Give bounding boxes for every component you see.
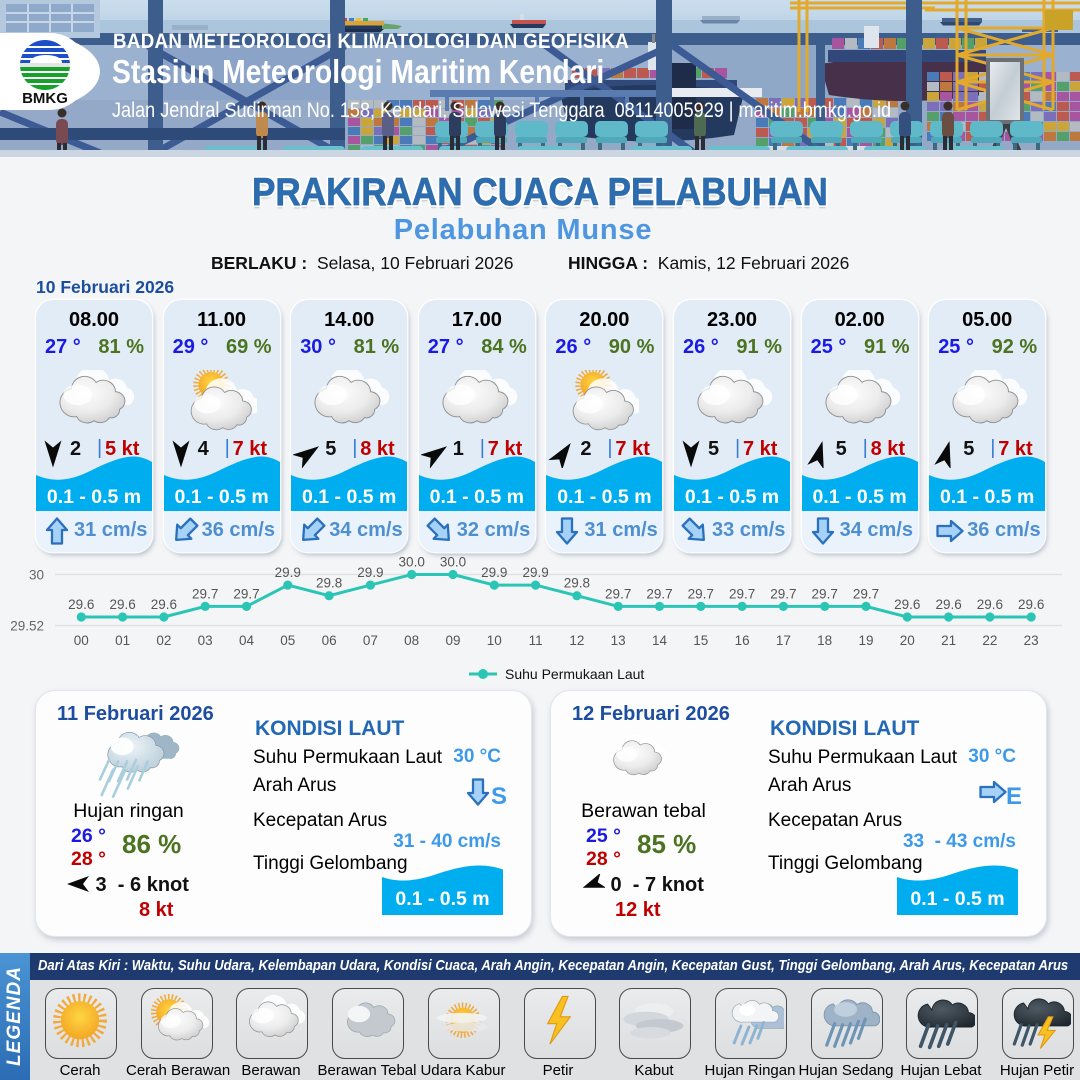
svg-text:29.7: 29.7 [729, 586, 755, 601]
svg-text:29.7: 29.7 [646, 586, 672, 601]
svg-text:29.6: 29.6 [1018, 597, 1044, 612]
svg-text:29.6: 29.6 [109, 597, 135, 612]
svg-text:BMKG: BMKG [22, 90, 68, 107]
svg-text:07: 07 [363, 633, 378, 648]
svg-text:12: 12 [569, 633, 584, 648]
svg-text:29.8: 29.8 [564, 576, 590, 591]
svg-text:04: 04 [239, 633, 255, 648]
svg-text:08: 08 [404, 633, 419, 648]
svg-text:29.52: 29.52 [10, 619, 44, 634]
svg-text:30.0: 30.0 [440, 555, 466, 570]
svg-text:14: 14 [652, 633, 668, 648]
svg-text:29.7: 29.7 [688, 586, 714, 601]
svg-text:29.6: 29.6 [935, 597, 961, 612]
svg-text:29.9: 29.9 [357, 565, 383, 580]
svg-text:17: 17 [776, 633, 791, 648]
svg-text:09: 09 [445, 633, 460, 648]
svg-text:29.8: 29.8 [316, 576, 342, 591]
svg-text:29.9: 29.9 [522, 565, 548, 580]
svg-text:29.9: 29.9 [275, 565, 301, 580]
svg-text:02: 02 [156, 633, 171, 648]
svg-text:00: 00 [74, 633, 89, 648]
svg-text:23: 23 [1024, 633, 1039, 648]
svg-text:13: 13 [611, 633, 626, 648]
svg-text:30.0: 30.0 [399, 555, 425, 570]
svg-text:29.9: 29.9 [481, 565, 507, 580]
svg-text:20: 20 [900, 633, 915, 648]
svg-text:10: 10 [487, 633, 502, 648]
svg-text:29.6: 29.6 [894, 597, 920, 612]
svg-text:29.6: 29.6 [68, 597, 94, 612]
svg-text:29.7: 29.7 [192, 586, 218, 601]
svg-text:29.6: 29.6 [977, 597, 1003, 612]
svg-text:29.7: 29.7 [770, 586, 796, 601]
svg-text:29.6: 29.6 [151, 597, 177, 612]
svg-text:11: 11 [529, 633, 543, 648]
svg-text:19: 19 [858, 633, 873, 648]
svg-text:29.7: 29.7 [853, 586, 879, 601]
svg-text:06: 06 [322, 633, 337, 648]
svg-text:21: 21 [941, 633, 956, 648]
svg-text:22: 22 [982, 633, 997, 648]
svg-text:Suhu Permukaan Laut: Suhu Permukaan Laut [505, 666, 644, 682]
svg-text:30: 30 [29, 568, 44, 583]
svg-text:03: 03 [198, 633, 213, 648]
svg-text:16: 16 [735, 633, 750, 648]
svg-text:15: 15 [693, 633, 708, 648]
svg-text:29.7: 29.7 [233, 586, 259, 601]
svg-text:01: 01 [115, 633, 130, 648]
svg-text:29.7: 29.7 [812, 586, 838, 601]
svg-text:18: 18 [817, 633, 832, 648]
svg-text:05: 05 [280, 633, 295, 648]
svg-text:29.7: 29.7 [605, 586, 631, 601]
